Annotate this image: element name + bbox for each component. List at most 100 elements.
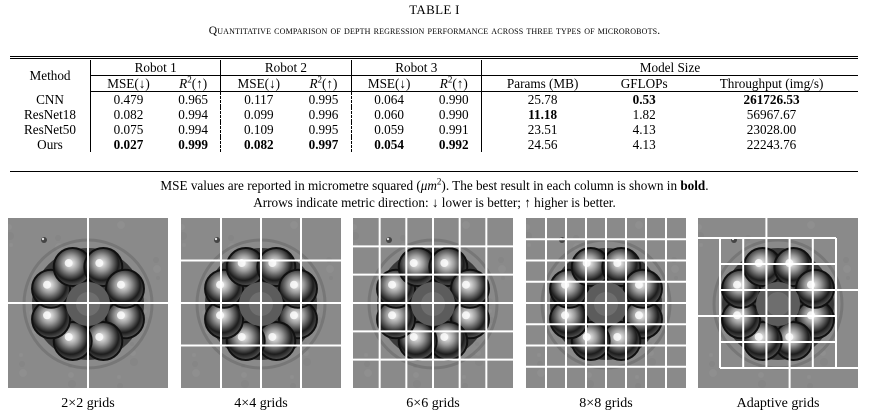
grid-panel-label: Adaptive grids bbox=[736, 396, 820, 411]
table-cell: 0.990 bbox=[438, 107, 469, 122]
table-header-groups: Method Robot 1 Robot 2 Robot 3 Model Siz… bbox=[10, 60, 858, 83]
table-row: ResNet18 0.082 0.994 0.099 0.996 0.060 0.990 11… bbox=[10, 107, 858, 122]
table-cell: 0.099 bbox=[220, 107, 297, 122]
robot1-header-label: Robot 1 bbox=[134, 60, 177, 75]
r2-sup: 2 bbox=[447, 74, 453, 85]
method-header: Method bbox=[29, 68, 71, 84]
microrobot-image bbox=[524, 216, 686, 389]
note-end: . bbox=[705, 178, 709, 193]
grid-panel-label: 6×6 grids bbox=[406, 396, 460, 411]
microrobot-image bbox=[6, 216, 168, 389]
table-cell: 0.999 bbox=[178, 137, 208, 152]
table-row: Ours 0.027 0.999 0.082 0.997 0.054 0.992 24.56 4… bbox=[10, 137, 858, 152]
method-cell: Ours bbox=[37, 137, 63, 152]
table-cell: 23028.00 bbox=[746, 122, 797, 137]
r2-symbol: R bbox=[309, 76, 318, 91]
r1-r2-header: R2(↑) bbox=[165, 74, 221, 92]
note-bold-word: bold bbox=[680, 178, 706, 193]
r2-sup: 2 bbox=[187, 74, 192, 85]
grid-panel-label: 2×2 grids bbox=[61, 396, 115, 411]
r2-arrow: (↑) bbox=[452, 76, 468, 91]
params-header: Params (MB) bbox=[480, 75, 604, 92]
table-cell: 0.117 bbox=[220, 91, 297, 107]
bottom-rule bbox=[10, 171, 858, 172]
r1-mse-header: MSE(↓) bbox=[89, 75, 166, 92]
table-cell: 22243.76 bbox=[746, 137, 797, 152]
table-cell: 56967.67 bbox=[746, 107, 797, 122]
table-cell: 4.13 bbox=[632, 122, 656, 137]
table-cell: 0.992 bbox=[438, 137, 469, 152]
r3-r2-header: R2(↑) bbox=[426, 74, 482, 92]
table-cell: 0.995 bbox=[308, 92, 339, 107]
table-cell: 0.064 bbox=[350, 91, 427, 107]
robot1-header: Robot 1 bbox=[89, 60, 221, 76]
table-caption: Quantitative comparison of depth regress… bbox=[208, 24, 661, 37]
table-cell: 25.78 bbox=[480, 91, 604, 107]
note-unit-sup: 2 bbox=[436, 176, 442, 187]
table-cell: 0.479 bbox=[89, 91, 166, 107]
microrobot-image bbox=[696, 216, 858, 389]
table-cell: 0.990 bbox=[438, 92, 469, 107]
note-text-a: MSE values are reported in micrometre sq… bbox=[160, 178, 421, 193]
table-cell: 0.082 bbox=[220, 137, 297, 152]
top-rule-double bbox=[10, 58, 858, 59]
note-unit: μm bbox=[420, 178, 437, 193]
table-cell: 23.51 bbox=[480, 122, 604, 137]
table-cell: 0.060 bbox=[350, 107, 427, 122]
model-size-header: Model Size bbox=[480, 60, 858, 76]
grid-panel-label: 4×4 grids bbox=[234, 396, 288, 411]
grid-panel-label: 8×8 grids bbox=[579, 396, 633, 411]
table-title: TABLE I bbox=[409, 2, 460, 17]
table-cell: 0.054 bbox=[350, 137, 427, 152]
grid-panel bbox=[179, 216, 341, 393]
table-cell: 0.997 bbox=[308, 137, 339, 152]
table-cell: 0.53 bbox=[632, 92, 656, 107]
table-cell: 0.965 bbox=[178, 92, 208, 107]
table-cell: 0.027 bbox=[89, 137, 166, 152]
microrobot-image bbox=[351, 216, 513, 389]
grid-panel bbox=[6, 216, 168, 393]
table-cell: 0.109 bbox=[220, 122, 297, 137]
robot2-header: Robot 2 bbox=[220, 60, 352, 76]
table-cell: 0.994 bbox=[178, 107, 208, 122]
table-cell: 4.13 bbox=[632, 137, 656, 152]
robot3-header: Robot 3 bbox=[350, 60, 482, 76]
grid-panel bbox=[351, 216, 513, 393]
table-note-line2: Arrows indicate metric direction: ↓ lowe… bbox=[253, 195, 616, 210]
table-cell: 0.994 bbox=[178, 122, 208, 137]
method-cell: CNN bbox=[36, 91, 64, 107]
r2-mse-header: MSE(↓) bbox=[220, 75, 297, 92]
method-cell: ResNet18 bbox=[23, 107, 76, 122]
table-row: CNN 0.479 0.965 0.117 0.995 0.064 0.990 25.78 0.… bbox=[10, 91, 858, 107]
table-cell: 0.082 bbox=[89, 107, 166, 122]
table-cell: 261726.53 bbox=[743, 92, 800, 107]
gflops-header: GFLOPs bbox=[603, 75, 686, 92]
robot3-header-label: Robot 3 bbox=[395, 60, 438, 75]
r2-arrow: (↑) bbox=[191, 76, 208, 91]
r2-symbol: R bbox=[439, 76, 448, 91]
table-cell: 24.56 bbox=[480, 137, 604, 152]
results-table: Method Robot 1 Robot 2 Robot 3 Model Siz… bbox=[10, 60, 858, 152]
r2-symbol: R bbox=[179, 76, 188, 91]
r2-r2-header: R2(↑) bbox=[296, 74, 352, 92]
method-cell: ResNet50 bbox=[23, 122, 76, 137]
top-rule bbox=[10, 56, 858, 57]
r2-arrow: (↑) bbox=[322, 76, 338, 91]
microrobot-image bbox=[179, 216, 341, 389]
grid-panel bbox=[524, 216, 686, 393]
model-size-header-label: Model Size bbox=[639, 60, 701, 75]
throughput-header: Throughput (img/s) bbox=[685, 75, 858, 92]
robot2-header-label: Robot 2 bbox=[264, 60, 308, 75]
note-text-b: ). The best result in each column is sho… bbox=[441, 178, 681, 193]
table-cell: 1.82 bbox=[632, 107, 656, 122]
table-body: CNN 0.479 0.965 0.117 0.995 0.064 0.990 25.78 0.… bbox=[10, 91, 858, 152]
table-row: ResNet50 0.075 0.994 0.109 0.995 0.059 0.991 23… bbox=[10, 122, 858, 137]
table-cell: 11.18 bbox=[480, 107, 604, 122]
r2-sup: 2 bbox=[317, 74, 323, 85]
table-cell: 0.995 bbox=[308, 122, 339, 137]
table-header-metrics: MSE(↓) R2(↑) MSE(↓) R2(↑) MSE(↓) R2(↑) P… bbox=[10, 74, 858, 92]
r3-mse-header: MSE(↓) bbox=[350, 75, 427, 92]
grid-panel bbox=[696, 216, 858, 393]
table-cell: 0.996 bbox=[308, 107, 339, 122]
table-cell: 0.991 bbox=[438, 122, 469, 137]
